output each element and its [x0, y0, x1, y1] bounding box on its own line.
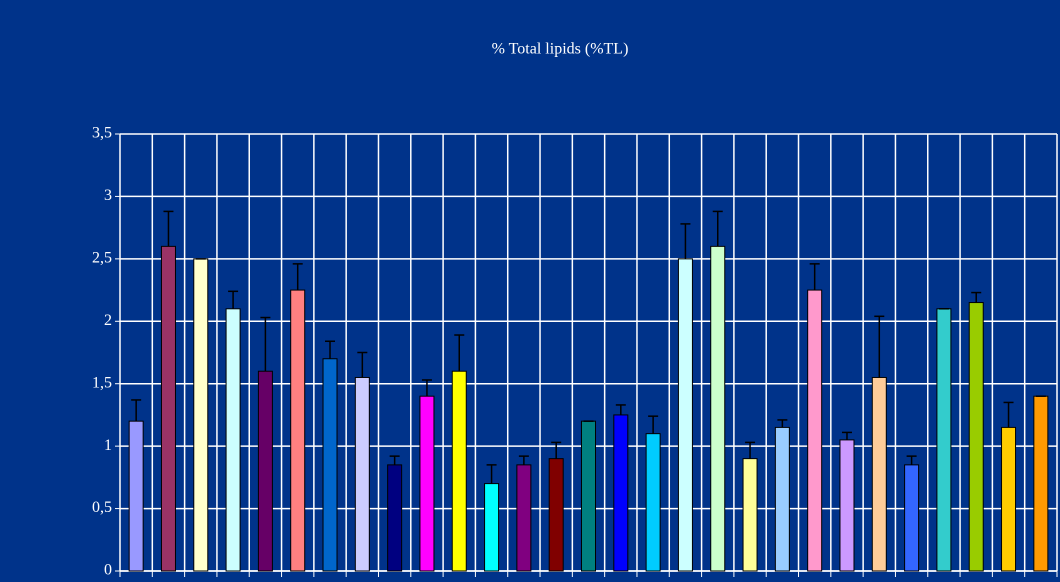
bar — [516, 464, 532, 572]
bar — [387, 464, 403, 572]
bar — [774, 426, 790, 572]
bar — [742, 458, 758, 572]
bar — [193, 258, 209, 572]
y-tick-label: 1,5 — [92, 374, 112, 391]
bar — [451, 370, 467, 572]
bar — [871, 376, 887, 572]
bar — [322, 358, 338, 572]
bar — [290, 289, 306, 572]
bar — [581, 420, 596, 572]
y-tick-label: 1 — [104, 437, 112, 454]
bar — [257, 370, 273, 572]
bar — [710, 245, 726, 572]
bar — [160, 245, 176, 572]
bar — [128, 420, 144, 572]
y-tick-label: 2 — [104, 312, 112, 329]
bar — [225, 308, 241, 572]
bar — [1033, 395, 1049, 572]
y-tick-label: 0 — [104, 562, 112, 579]
y-tick-label: 0,5 — [92, 499, 112, 516]
bar — [354, 376, 370, 572]
bar — [613, 414, 629, 572]
bar — [807, 289, 823, 572]
bar — [839, 439, 855, 572]
bar — [419, 395, 435, 572]
bar — [484, 483, 500, 572]
bar — [1001, 426, 1017, 572]
bar — [904, 464, 920, 572]
bar — [968, 302, 984, 572]
bar — [677, 258, 693, 572]
bar — [936, 308, 952, 572]
y-tick-label: 3 — [104, 187, 112, 204]
y-tick-label: 2,5 — [92, 250, 112, 267]
bar — [548, 458, 564, 572]
y-tick-label: 3,5 — [92, 125, 112, 142]
bar — [645, 433, 661, 572]
chart-title: % Total lipids (%TL) — [492, 41, 629, 58]
